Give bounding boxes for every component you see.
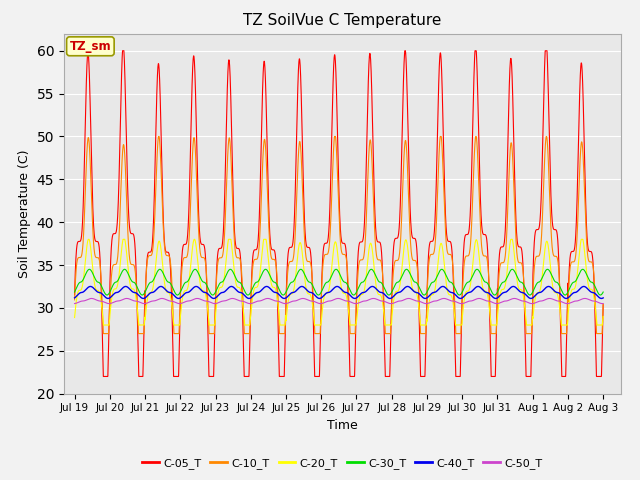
- C-30_T: [599, 290, 607, 296]
- C-30_T: [428, 280, 436, 286]
- C-20_T: [599, 313, 607, 319]
- C-40_T: [319, 294, 327, 300]
- C-40_T: [599, 295, 607, 301]
- Line: C-40_T: C-40_T: [75, 287, 603, 299]
- C-50_T: [599, 300, 607, 306]
- C-50_T: [166, 298, 173, 304]
- C-05_T: [71, 292, 79, 298]
- C-50_T: [193, 296, 201, 301]
- C-50_T: [488, 299, 495, 305]
- C-05_T: [428, 239, 436, 244]
- C-30_T: [561, 292, 569, 298]
- C-50_T: [211, 300, 219, 306]
- C-20_T: [599, 319, 607, 324]
- C-05_T: [99, 373, 107, 379]
- Title: TZ SoilVue C Temperature: TZ SoilVue C Temperature: [243, 13, 442, 28]
- Y-axis label: Soil Temperature (C): Soil Temperature (C): [18, 149, 31, 278]
- C-10_T: [428, 252, 436, 257]
- C-40_T: [386, 296, 394, 301]
- C-30_T: [599, 289, 607, 295]
- C-20_T: [458, 322, 465, 328]
- C-20_T: [100, 322, 108, 328]
- C-05_T: [599, 321, 607, 326]
- Line: C-20_T: C-20_T: [75, 240, 603, 325]
- C-50_T: [599, 300, 607, 306]
- C-30_T: [579, 266, 587, 272]
- C-50_T: [71, 300, 79, 306]
- C-10_T: [166, 255, 173, 261]
- C-30_T: [71, 289, 79, 295]
- C-10_T: [71, 297, 79, 303]
- C-10_T: [488, 331, 495, 336]
- Legend: C-05_T, C-10_T, C-20_T, C-30_T, C-40_T, C-50_T: C-05_T, C-10_T, C-20_T, C-30_T, C-40_T, …: [138, 453, 547, 473]
- C-05_T: [458, 327, 465, 333]
- X-axis label: Time: Time: [327, 419, 358, 432]
- C-05_T: [488, 373, 495, 379]
- C-50_T: [458, 300, 465, 306]
- Line: C-30_T: C-30_T: [75, 269, 603, 295]
- C-30_T: [166, 280, 173, 286]
- C-40_T: [458, 295, 465, 301]
- C-50_T: [428, 299, 436, 305]
- C-05_T: [599, 302, 607, 308]
- C-20_T: [166, 291, 173, 297]
- C-20_T: [488, 322, 495, 328]
- C-10_T: [319, 260, 327, 266]
- C-20_T: [84, 237, 92, 242]
- C-05_T: [166, 256, 173, 262]
- Line: C-50_T: C-50_T: [75, 299, 603, 303]
- C-05_T: [118, 48, 126, 54]
- C-40_T: [488, 293, 495, 299]
- C-20_T: [71, 315, 79, 321]
- C-10_T: [599, 314, 607, 320]
- C-40_T: [404, 284, 412, 289]
- C-50_T: [319, 300, 327, 306]
- Line: C-10_T: C-10_T: [75, 136, 603, 334]
- C-10_T: [599, 301, 607, 307]
- C-40_T: [428, 290, 436, 296]
- C-40_T: [599, 295, 607, 301]
- Line: C-05_T: C-05_T: [75, 51, 603, 376]
- Text: TZ_sm: TZ_sm: [70, 40, 111, 53]
- C-10_T: [458, 318, 465, 324]
- C-05_T: [319, 249, 327, 255]
- C-30_T: [487, 288, 495, 293]
- C-40_T: [71, 295, 79, 301]
- C-20_T: [428, 292, 436, 298]
- C-20_T: [319, 300, 327, 306]
- C-30_T: [457, 291, 465, 297]
- C-10_T: [155, 133, 163, 139]
- C-10_T: [99, 331, 107, 336]
- C-30_T: [319, 286, 327, 291]
- C-40_T: [166, 289, 173, 295]
